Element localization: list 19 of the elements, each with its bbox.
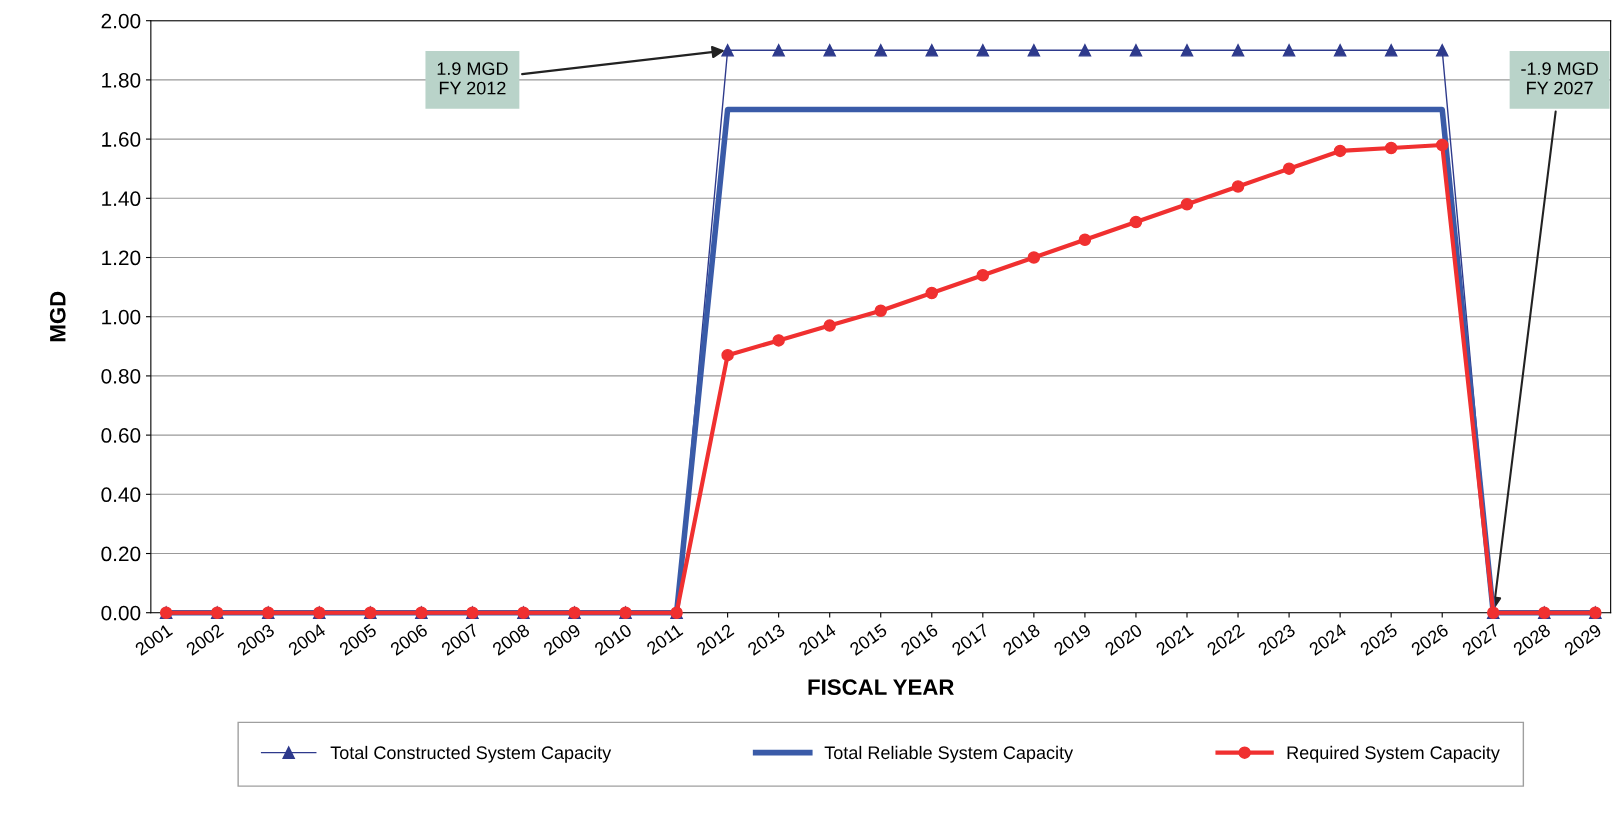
y-tick-label: 0.60 [101, 428, 141, 443]
y-tick-label: 0.20 [101, 546, 141, 562]
y-tick-label: 2.00 [101, 13, 141, 29]
x-tick-label: 2011 [645, 623, 684, 656]
y-tick-label: 1.00 [102, 309, 141, 325]
y-tick-label: 0.40 [101, 487, 141, 503]
annotation: 1.9 MGD FY 2012 [437, 62, 508, 95]
y-tick-label: 0.80 [101, 368, 141, 384]
legend-label: Required System Capacity [1287, 745, 1500, 763]
y-axis-title: MGD [49, 291, 66, 342]
y-tick-label: 1.60 [102, 132, 141, 147]
y-tick-label: 1.40 [102, 191, 141, 207]
x-axis-title: FISCAL YEAR [808, 679, 954, 696]
y-tick-label: 1.20 [102, 250, 141, 266]
legend-label: Total Constructed System Capacity [330, 745, 612, 763]
y-tick-label: 1.80 [102, 72, 141, 88]
legend-label: Total Reliable System Capacity [824, 745, 1074, 763]
annotation: -1.9 MGD FY 2027 [1521, 62, 1598, 95]
y-tick-label: 0.00 [101, 605, 141, 621]
